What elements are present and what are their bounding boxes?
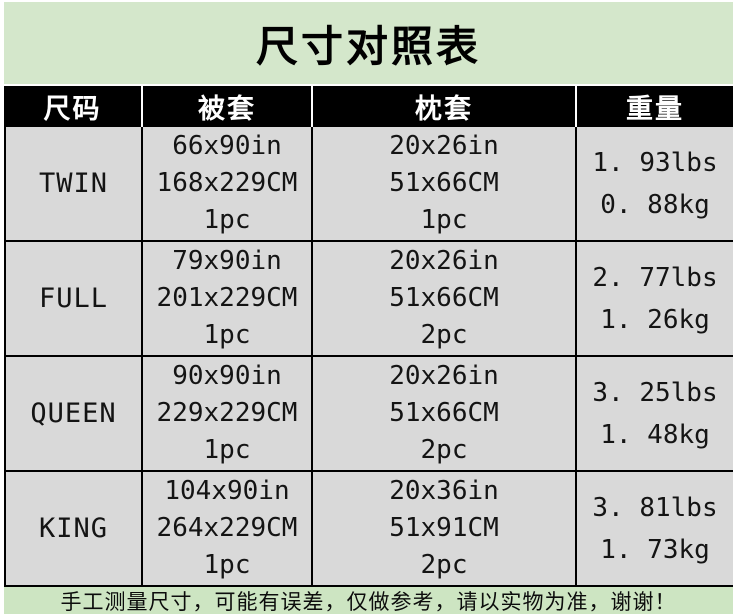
cell-line: 2pc — [420, 320, 468, 350]
weight-cell: 1. 93lbs 0. 88kg — [575, 127, 733, 240]
table-row-full: FULL 79x90in 201x229CM 1pc 20x26in 51x66… — [4, 242, 733, 357]
weight-cell: 2. 77lbs 1. 26kg — [575, 242, 733, 355]
table-row-twin: TWIN 66x90in 168x229CM 1pc 20x26in 51x66… — [4, 127, 733, 242]
cell-line: 3. 81lbs — [592, 492, 718, 523]
cell-line: 2. 77lbs — [592, 262, 718, 293]
duvet-cover-cell: 90x90in 229x229CM 1pc — [141, 357, 311, 470]
pillowcase-cell: 20x36in 51x91CM 2pc — [311, 472, 575, 585]
cell-line: 20x26in — [389, 131, 499, 161]
table-body: TWIN 66x90in 168x229CM 1pc 20x26in 51x66… — [4, 127, 733, 587]
cell-line: 1pc — [203, 435, 251, 465]
cell-line: 1. 93lbs — [592, 147, 718, 178]
size-cell: TWIN — [4, 127, 141, 240]
cell-line: 1. 73kg — [600, 534, 710, 565]
pillowcase-cell: 20x26in 51x66CM 1pc — [311, 127, 575, 240]
cell-line: 51x66CM — [389, 168, 499, 198]
cell-line: 51x91CM — [389, 513, 499, 543]
table-header: 尺码 被套 枕套 重量 — [4, 86, 733, 127]
header-cell-size: 尺码 — [43, 94, 102, 124]
duvet-cover-cell: 104x90in 264x229CM 1pc — [141, 472, 311, 585]
table-row-queen: QUEEN 90x90in 229x229CM 1pc 20x26in 51x6… — [4, 357, 733, 472]
size-cell: QUEEN — [4, 357, 141, 470]
cell-line: 66x90in — [172, 131, 282, 161]
cell-line: 3. 25lbs — [592, 377, 718, 408]
cell-line: 201x229CM — [156, 283, 298, 313]
weight-cell: 3. 25lbs 1. 48kg — [575, 357, 733, 470]
header-cell-weight: 重量 — [575, 86, 733, 127]
cell-line: 0. 88kg — [600, 189, 710, 220]
header-cell-pillowcase: 枕套 — [311, 86, 575, 127]
duvet-cover-cell: 66x90in 168x229CM 1pc — [141, 127, 311, 240]
size-cell: FULL — [4, 242, 141, 355]
cell-line: 1pc — [203, 320, 251, 350]
cell-line: 79x90in — [172, 246, 282, 276]
cell-line: 1. 48kg — [600, 419, 710, 450]
duvet-cover-cell: 79x90in 201x229CM 1pc — [141, 242, 311, 355]
cell-line: 104x90in — [164, 476, 290, 506]
cell-line: 168x229CM — [156, 168, 298, 198]
cell-line: 229x229CM — [156, 398, 298, 428]
weight-cell: 3. 81lbs 1. 73kg — [575, 472, 733, 585]
footer-note: 手工测量尺寸，可能有误差，仅做参考，请以实物为准，谢谢！ — [4, 587, 733, 614]
cell-line: 20x36in — [389, 476, 499, 506]
cell-line: 90x90in — [172, 361, 282, 391]
pillowcase-cell: 20x26in 51x66CM 2pc — [311, 242, 575, 355]
page-title: 尺寸对照表 — [4, 2, 733, 84]
cell-line: 1pc — [203, 205, 251, 235]
cell-line: 264x229CM — [156, 513, 298, 543]
cell-line: 20x26in — [389, 246, 499, 276]
cell-line: 1pc — [420, 205, 468, 235]
pillowcase-cell: 20x26in 51x66CM 2pc — [311, 357, 575, 470]
header-cell-duvet-cover: 被套 — [141, 86, 311, 127]
cell-line: 1. 26kg — [600, 304, 710, 335]
cell-line: 2pc — [420, 550, 468, 580]
cell-line: 1pc — [203, 550, 251, 580]
table-row-king: KING 104x90in 264x229CM 1pc 20x36in 51x9… — [4, 472, 733, 587]
cell-line: 20x26in — [389, 361, 499, 391]
size-cell: KING — [4, 472, 141, 585]
cell-line: 2pc — [420, 435, 468, 465]
cell-line: 51x66CM — [389, 398, 499, 428]
cell-line: 51x66CM — [389, 283, 499, 313]
